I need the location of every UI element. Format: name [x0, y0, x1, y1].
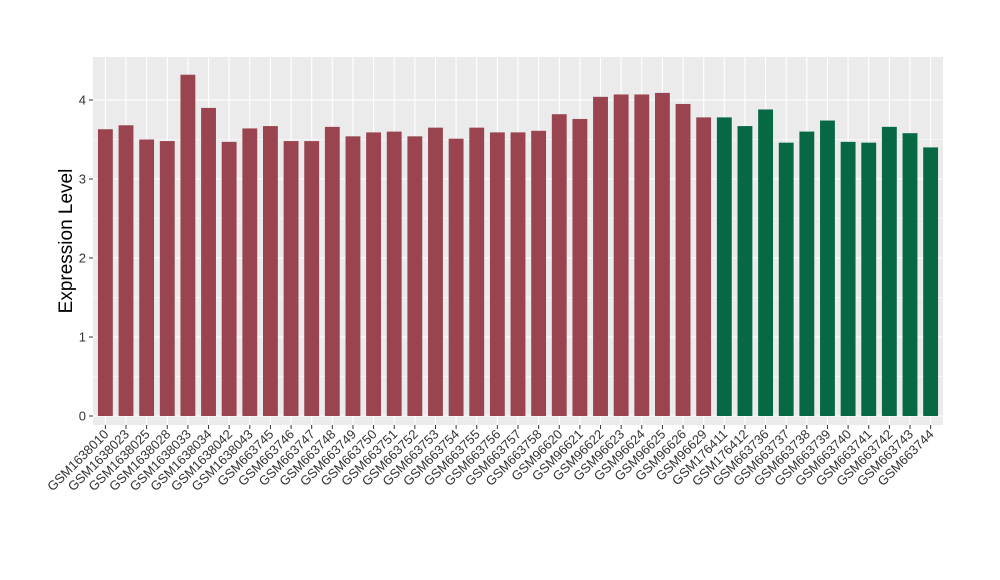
bar: [428, 127, 443, 417]
bar: [469, 127, 485, 417]
bar: [139, 139, 155, 416]
y-tick-label: 0: [79, 409, 86, 424]
bar: [634, 94, 650, 416]
bar: [180, 74, 196, 416]
bar: [840, 141, 856, 416]
bar: [324, 126, 340, 417]
bar: [551, 114, 567, 416]
x-axis: GSM1638010GSM1638023GSM1638025GSM1638028…: [44, 425, 937, 494]
y-axis: 0 1 2 3 4: [79, 93, 93, 424]
bar: [778, 142, 794, 416]
y-axis-title: Expression Level: [56, 169, 77, 314]
bar: [654, 92, 670, 416]
bar: [345, 136, 361, 416]
bar: [118, 125, 134, 416]
bar: [861, 142, 877, 416]
bar: [159, 141, 175, 416]
bar: [613, 94, 629, 416]
bar: [283, 141, 299, 416]
bar: [242, 128, 258, 416]
bar: [758, 109, 773, 416]
bar: [881, 126, 897, 417]
bar: [593, 96, 608, 416]
bar: [97, 129, 113, 417]
bar: [737, 126, 753, 416]
bars: [97, 74, 939, 417]
bar: [696, 117, 712, 416]
bar: [820, 120, 835, 416]
y-tick-label: 2: [79, 251, 86, 266]
bar: [263, 126, 278, 416]
bar: [510, 132, 526, 416]
bar: [366, 132, 382, 416]
bar: [407, 136, 423, 416]
bar: [448, 138, 464, 416]
bar: [716, 117, 732, 416]
y-tick-label: 4: [79, 93, 86, 108]
y-tick-label: 3: [79, 172, 86, 187]
bar: [675, 103, 691, 416]
bar: [201, 107, 216, 417]
bar: [304, 141, 320, 416]
bar: [902, 133, 918, 416]
bar: [572, 118, 588, 417]
bar: [531, 130, 547, 416]
bar: [923, 147, 939, 416]
bar: [221, 141, 237, 416]
bar: [386, 131, 402, 416]
bar: [799, 131, 815, 416]
bar: [489, 132, 505, 416]
y-tick-label: 1: [79, 330, 86, 345]
